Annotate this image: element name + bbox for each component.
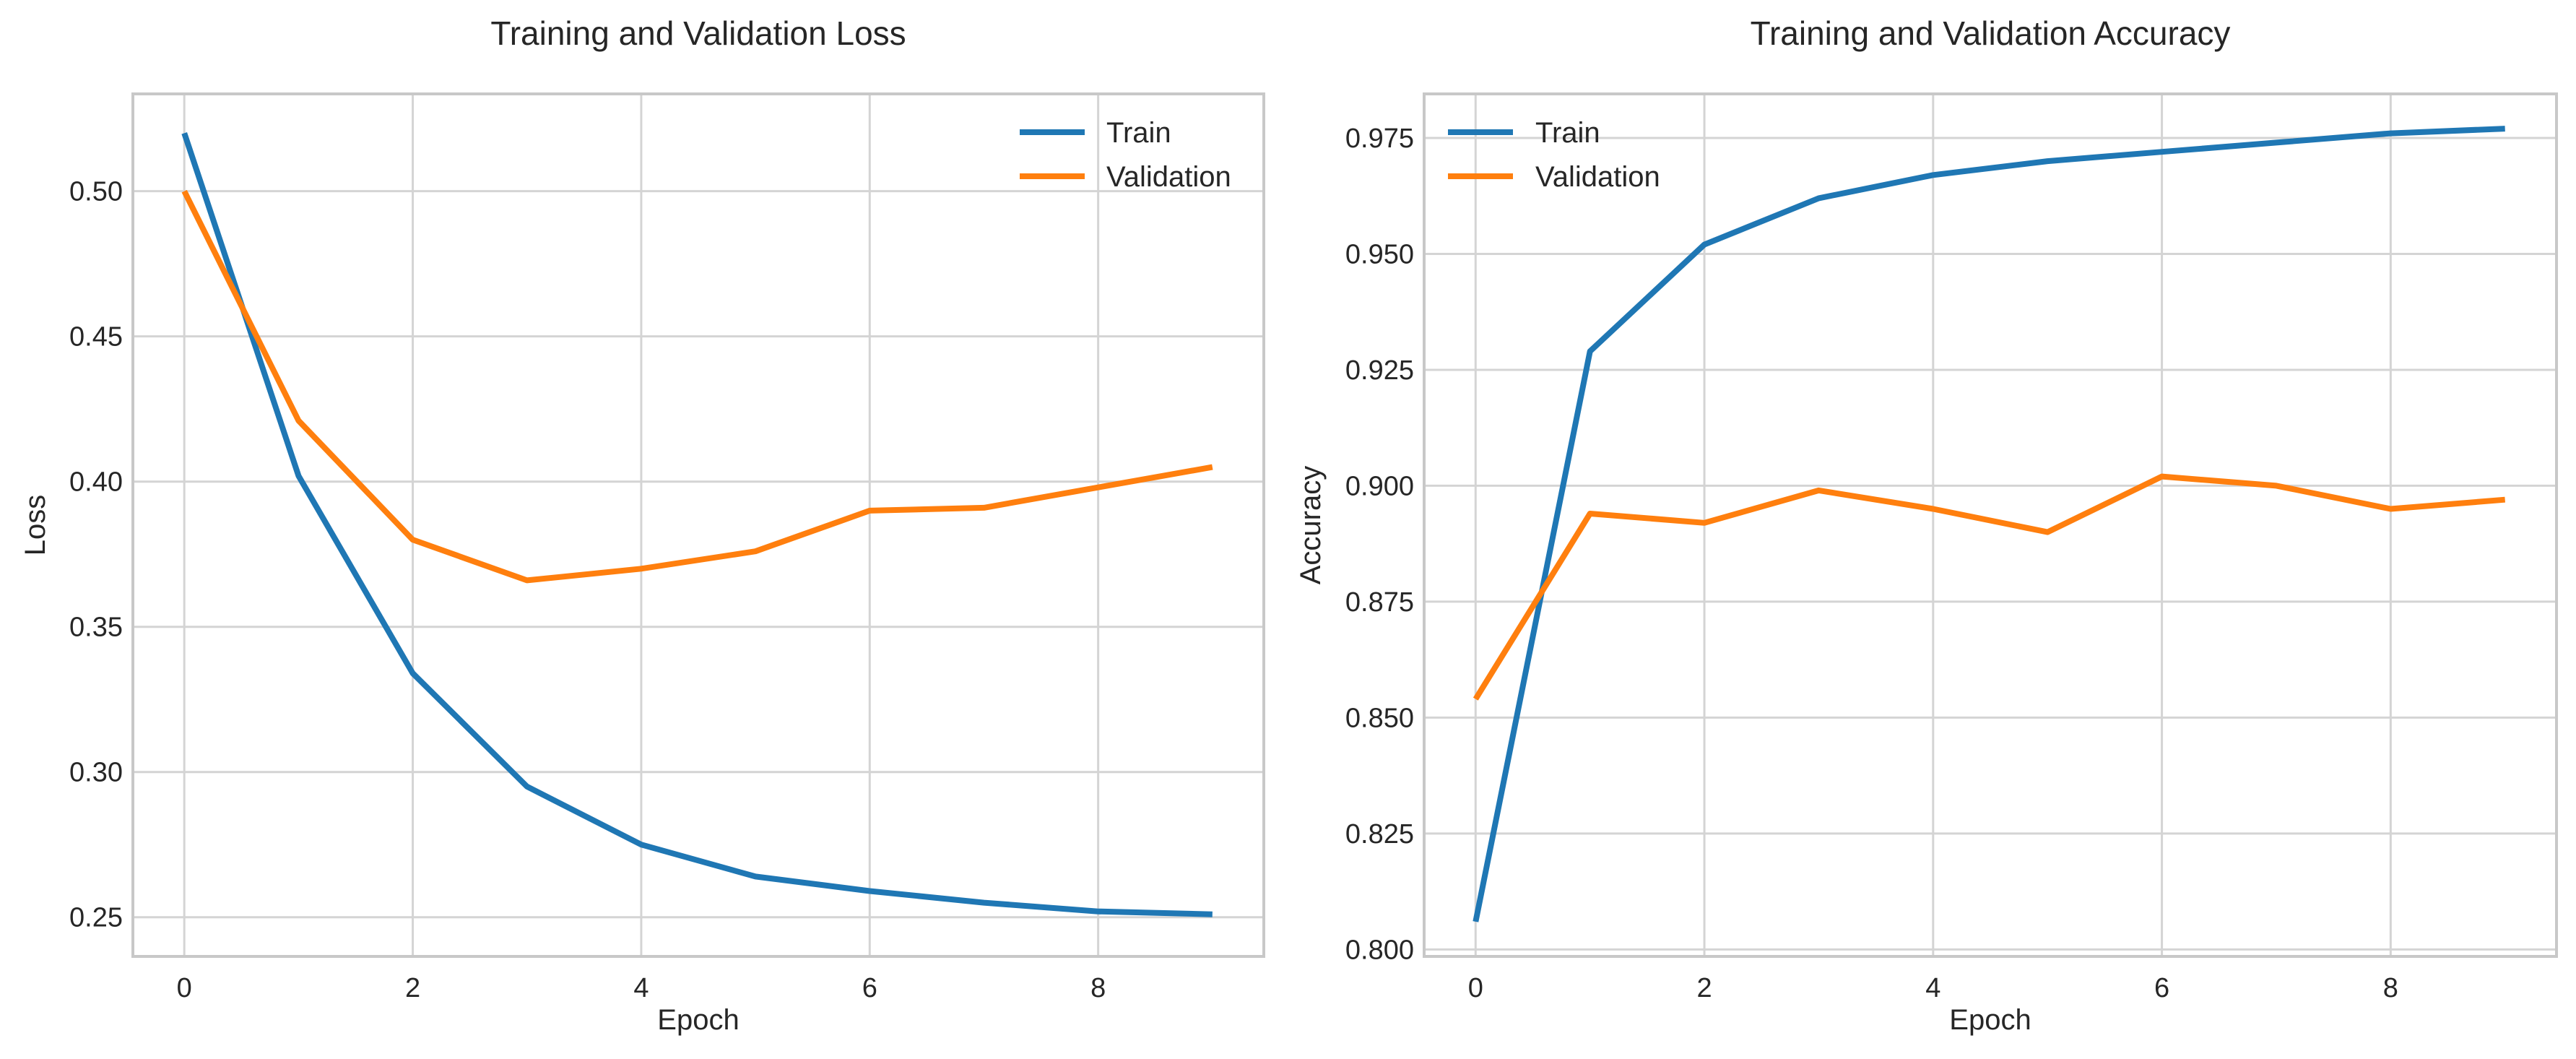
- plot-frame: [1423, 92, 2558, 958]
- data-point-validation: [1096, 485, 1101, 490]
- legend-label: Validation: [1535, 161, 1660, 193]
- x-tick-label: 0: [177, 973, 192, 1003]
- data-point-validation: [410, 537, 416, 543]
- data-point-train: [295, 473, 301, 479]
- data-point-validation: [524, 577, 530, 583]
- data-point-validation: [638, 566, 644, 571]
- data-point-train: [1587, 348, 1593, 354]
- data-point-validation: [1701, 520, 1707, 526]
- y-tick-label: 0.35: [69, 613, 123, 643]
- data-point-train: [753, 873, 758, 879]
- x-tick-label: 2: [1696, 973, 1712, 1003]
- data-point-train: [981, 900, 986, 906]
- chart-title: Training and Validation Accuracy: [1751, 14, 2231, 52]
- data-point-train: [638, 842, 644, 847]
- data-point-train: [2273, 139, 2279, 145]
- data-point-validation: [2273, 483, 2279, 488]
- y-tick-label: 0.45: [69, 322, 123, 353]
- loss-chart: 0 2 4 6 8 0.25 0.30 0.35 0.40 0.45 0.50 Training an…: [19, 14, 1265, 1036]
- x-tick-label: 0: [1468, 973, 1483, 1003]
- legend-label: Validation: [1106, 161, 1231, 193]
- x-axis-label: Epoch: [1949, 1004, 2031, 1036]
- data-point-train: [2502, 126, 2508, 131]
- x-tick-label: 6: [2154, 973, 2169, 1003]
- data-point-train: [2044, 158, 2050, 164]
- data-point-train: [1816, 195, 1821, 201]
- data-point-validation: [2044, 530, 2050, 535]
- data-point-validation: [1473, 696, 1478, 702]
- data-point-validation: [1210, 464, 1215, 470]
- y-tick-label: 0.800: [1345, 935, 1414, 965]
- chart-title: Training and Validation Loss: [490, 14, 906, 52]
- data-point-train: [1473, 919, 1478, 925]
- y-tick-label: 0.875: [1345, 587, 1414, 618]
- data-point-validation: [2159, 474, 2165, 480]
- series-line-train: [181, 132, 1213, 917]
- data-point-train: [2159, 149, 2165, 155]
- data-point-validation: [981, 505, 986, 511]
- data-point-validation: [1816, 488, 1821, 493]
- data-point-train: [867, 889, 872, 894]
- series-line-train: [1473, 126, 2505, 922]
- x-tick-label: 4: [1925, 973, 1940, 1003]
- data-point-validation: [2502, 497, 2508, 503]
- data-point-validation: [181, 189, 187, 194]
- y-tick-label: 0.975: [1345, 124, 1414, 154]
- x-tick-label: 8: [2383, 973, 2398, 1003]
- y-axis-label: Accuracy: [1295, 466, 1327, 585]
- data-point-train: [2388, 131, 2393, 137]
- data-point-train: [181, 130, 187, 136]
- data-point-validation: [1930, 506, 1936, 512]
- legend: Train Validation: [1448, 117, 1660, 193]
- data-point-validation: [295, 418, 301, 423]
- x-tick-label: 8: [1090, 973, 1106, 1003]
- x-tick-label: 6: [862, 973, 877, 1003]
- data-point-train: [1096, 909, 1101, 915]
- series-line-validation: [181, 189, 1213, 584]
- y-tick-label: 0.925: [1345, 355, 1414, 386]
- accuracy-chart: 0 2 4 6 8 0.800 0.825 0.850 0.875 0.900 0.925 0.950…: [1295, 14, 2558, 1036]
- y-tick-label: 0.30: [69, 758, 123, 788]
- data-point-validation: [753, 548, 758, 554]
- legend: Train Validation: [1020, 117, 1231, 193]
- legend-label: Train: [1535, 117, 1600, 149]
- y-tick-label: 0.900: [1345, 471, 1414, 501]
- y-tick-label: 0.850: [1345, 703, 1414, 733]
- data-point-train: [1930, 172, 1936, 178]
- y-tick-label: 0.25: [69, 903, 123, 933]
- data-point-validation: [867, 508, 872, 514]
- y-axis-label: Loss: [19, 495, 51, 556]
- data-point-validation: [1587, 511, 1593, 516]
- data-point-validation: [2388, 506, 2393, 512]
- x-axis-label: Epoch: [657, 1004, 739, 1036]
- data-point-train: [524, 784, 530, 790]
- data-point-train: [1701, 242, 1707, 248]
- y-tick-label: 0.50: [69, 177, 123, 207]
- legend-label: Train: [1106, 117, 1171, 149]
- data-point-train: [410, 670, 416, 676]
- series-line-validation: [1473, 473, 2506, 701]
- y-tick-label: 0.40: [69, 467, 123, 498]
- plot-frame: [131, 92, 1265, 958]
- y-tick-label: 0.950: [1345, 239, 1414, 269]
- y-tick-label: 0.825: [1345, 819, 1414, 850]
- data-point-train: [1210, 912, 1215, 917]
- x-tick-label: 2: [405, 973, 420, 1003]
- x-tick-label: 4: [633, 973, 649, 1003]
